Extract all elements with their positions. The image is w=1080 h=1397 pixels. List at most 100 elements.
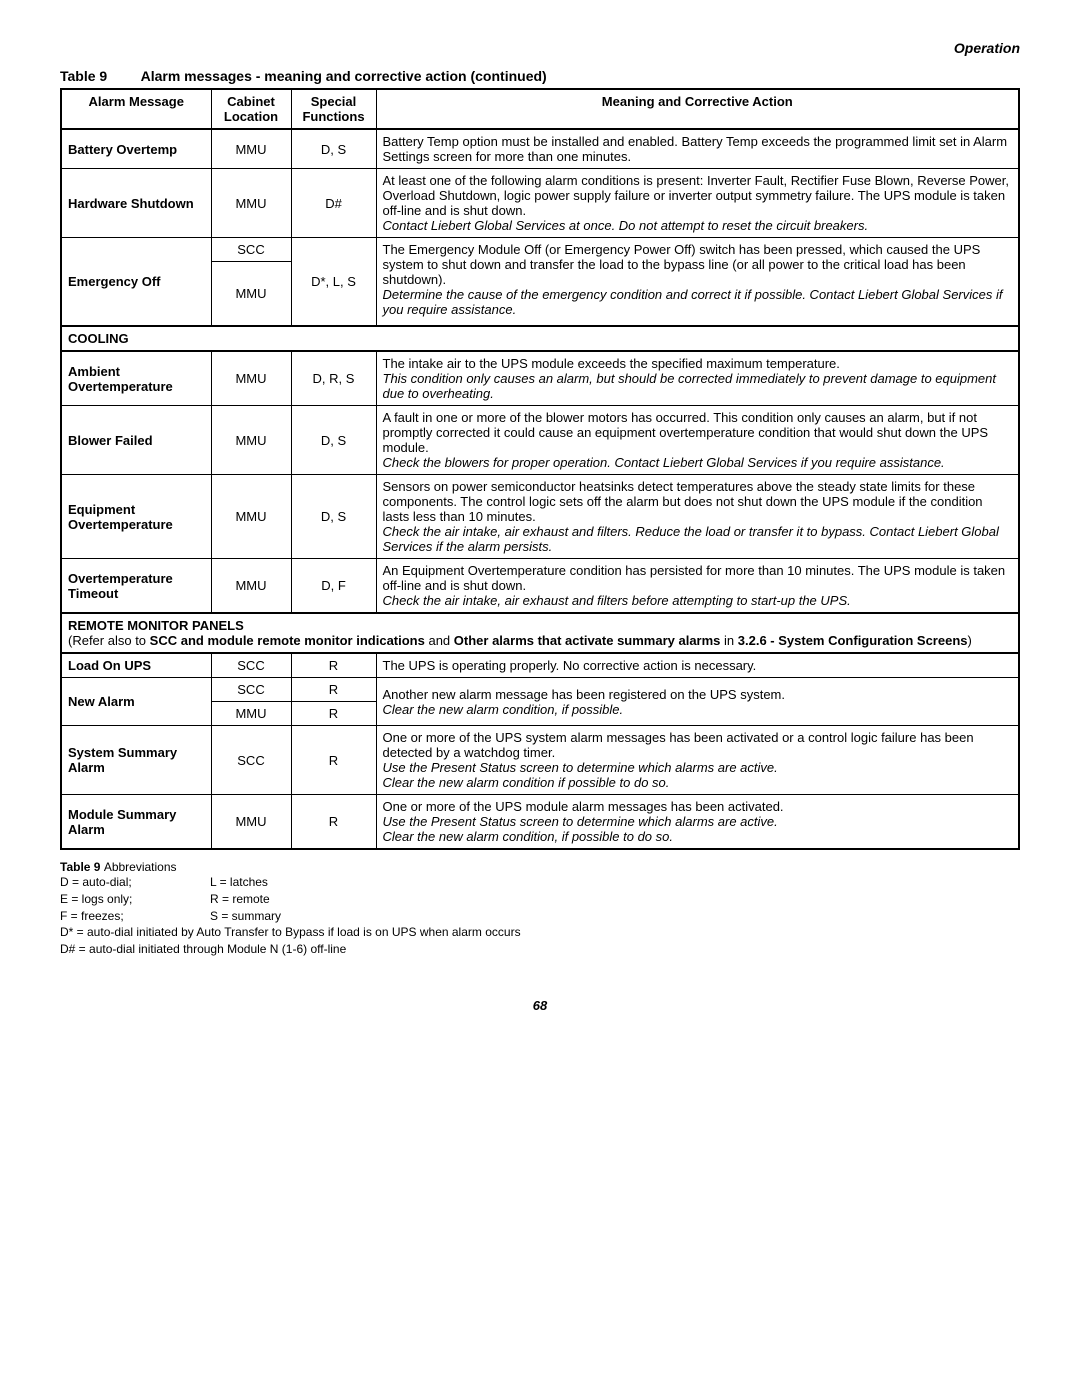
action-main: Sensors on power semiconductor heatsinks… xyxy=(383,479,983,524)
alarm-msg: Ambient Overtemperature xyxy=(61,351,211,406)
t: (Refer also to xyxy=(68,633,150,648)
t: and xyxy=(425,633,454,648)
cabinet-loc: SCC xyxy=(211,653,291,678)
action-cell: Another new alarm message has been regis… xyxy=(376,678,1019,726)
cabinet-loc: MMU xyxy=(211,129,291,169)
table-row: Battery Overtemp MMU D, S Battery Temp o… xyxy=(61,129,1019,169)
action-italic: Use the Present Status screen to determi… xyxy=(383,760,778,775)
special-func: R xyxy=(291,702,376,726)
cabinet-loc: MMU xyxy=(211,559,291,614)
alarm-msg: New Alarm xyxy=(61,678,211,726)
col-meaning-action: Meaning and Corrective Action xyxy=(376,89,1019,129)
action-italic: This condition only causes an alarm, but… xyxy=(383,371,997,401)
action-italic: Check the blowers for proper operation. … xyxy=(383,455,945,470)
alarm-msg: Blower Failed xyxy=(61,406,211,475)
table-row: System Summary Alarm SCC R One or more o… xyxy=(61,726,1019,795)
action-text: The UPS is operating properly. No correc… xyxy=(376,653,1019,678)
alarm-msg: Equipment Overtemperature xyxy=(61,475,211,559)
cabinet-loc: MMU xyxy=(211,475,291,559)
action-italic: Clear the new alarm condition if possibl… xyxy=(383,775,670,790)
page-number: 68 xyxy=(60,998,1020,1013)
special-func: D, R, S xyxy=(291,351,376,406)
t: SCC and module remote monitor indication… xyxy=(150,633,425,648)
alarm-msg: Hardware Shutdown xyxy=(61,169,211,238)
cabinet-loc: MMU xyxy=(211,351,291,406)
action-cell: One or more of the UPS module alarm mess… xyxy=(376,795,1019,850)
alarm-msg: Emergency Off xyxy=(61,238,211,327)
table-header-row: Alarm Message Cabinet Location Special F… xyxy=(61,89,1019,129)
remote-note: (Refer also to SCC and module remote mon… xyxy=(68,633,972,648)
action-main: One or more of the UPS module alarm mess… xyxy=(383,799,784,814)
action-main: The Emergency Module Off (or Emergency P… xyxy=(383,242,981,287)
action-text: Battery Temp option must be installed an… xyxy=(376,129,1019,169)
t: in xyxy=(720,633,737,648)
section-cooling: COOLING xyxy=(61,326,1019,351)
table-label: Table 9 xyxy=(60,68,107,84)
abbrev-dstar: D* = auto-dial initiated by Auto Transfe… xyxy=(60,924,1020,941)
special-func: D*, L, S xyxy=(291,238,376,327)
action-main: One or more of the UPS system alarm mess… xyxy=(383,730,974,760)
special-func: D# xyxy=(291,169,376,238)
col-alarm-message: Alarm Message xyxy=(61,89,211,129)
table-title-text: Alarm messages - meaning and corrective … xyxy=(141,68,547,84)
alarm-table: Alarm Message Cabinet Location Special F… xyxy=(60,88,1020,850)
alarm-msg: Module Summary Alarm xyxy=(61,795,211,850)
table-row: Load On UPS SCC R The UPS is operating p… xyxy=(61,653,1019,678)
table-caption: Table 9 Alarm messages - meaning and cor… xyxy=(60,68,1020,84)
table-row: Equipment Overtemperature MMU D, S Senso… xyxy=(61,475,1019,559)
action-italic: Use the Present Status screen to determi… xyxy=(383,814,778,829)
action-italic: Clear the new alarm condition, if possib… xyxy=(383,702,624,717)
action-italic: Contact Liebert Global Services at once.… xyxy=(383,218,869,233)
abbrev-e: E = logs only; xyxy=(60,891,210,908)
table-row: New Alarm SCC R Another new alarm messag… xyxy=(61,678,1019,702)
action-cell: A fault in one or more of the blower mot… xyxy=(376,406,1019,475)
cabinet-loc: MMU xyxy=(211,169,291,238)
action-cell: The Emergency Module Off (or Emergency P… xyxy=(376,238,1019,327)
section-header-row: REMOTE MONITOR PANELS (Refer also to SCC… xyxy=(61,613,1019,653)
abbrev-d: D = auto-dial; xyxy=(60,874,210,891)
action-cell: The intake air to the UPS module exceeds… xyxy=(376,351,1019,406)
special-func: R xyxy=(291,653,376,678)
abbrev-dhash: D# = auto-dial initiated through Module … xyxy=(60,941,1020,958)
action-main: At least one of the following alarm cond… xyxy=(383,173,1009,218)
cabinet-loc: SCC xyxy=(211,678,291,702)
t: 3.2.6 - System Configuration Screens xyxy=(738,633,968,648)
action-main: An Equipment Overtemperature condition h… xyxy=(383,563,1006,593)
section-header-row: COOLING xyxy=(61,326,1019,351)
action-cell: An Equipment Overtemperature condition h… xyxy=(376,559,1019,614)
alarm-msg: Battery Overtemp xyxy=(61,129,211,169)
abbrev-s: S = summary xyxy=(210,908,360,925)
special-func: D, F xyxy=(291,559,376,614)
table-row: Emergency Off SCC D*, L, S The Emergency… xyxy=(61,238,1019,262)
table-row: Blower Failed MMU D, S A fault in one or… xyxy=(61,406,1019,475)
alarm-msg: System Summary Alarm xyxy=(61,726,211,795)
col-cabinet-location: Cabinet Location xyxy=(211,89,291,129)
cabinet-loc: MMU xyxy=(211,702,291,726)
section-remote: REMOTE MONITOR PANELS (Refer also to SCC… xyxy=(61,613,1019,653)
action-italic: Check the air intake, air exhaust and fi… xyxy=(383,593,851,608)
abbrev-caption: Table 9 Abbreviations xyxy=(60,860,1020,874)
abbrev-notes: D* = auto-dial initiated by Auto Transfe… xyxy=(60,924,1020,958)
action-italic: Clear the new alarm condition, if possib… xyxy=(383,829,674,844)
cabinet-loc: SCC xyxy=(211,726,291,795)
special-func: R xyxy=(291,726,376,795)
abbreviation-grid: D = auto-dial; L = latches E = logs only… xyxy=(60,874,1020,924)
t: ) xyxy=(968,633,972,648)
action-cell: At least one of the following alarm cond… xyxy=(376,169,1019,238)
special-func: D, S xyxy=(291,129,376,169)
t: Other alarms that activate summary alarm… xyxy=(454,633,721,648)
action-cell: Sensors on power semiconductor heatsinks… xyxy=(376,475,1019,559)
table-row: Ambient Overtemperature MMU D, R, S The … xyxy=(61,351,1019,406)
abbrev-f: F = freezes; xyxy=(60,908,210,925)
table-row: Hardware Shutdown MMU D# At least one of… xyxy=(61,169,1019,238)
special-func: D, S xyxy=(291,406,376,475)
special-func: R xyxy=(291,795,376,850)
abbrev-l: L = latches xyxy=(210,874,360,891)
special-func: D, S xyxy=(291,475,376,559)
page-header-section: Operation xyxy=(60,40,1020,56)
action-main: The intake air to the UPS module exceeds… xyxy=(383,356,840,371)
table-row: Module Summary Alarm MMU R One or more o… xyxy=(61,795,1019,850)
cabinet-loc: MMU xyxy=(211,795,291,850)
special-func: R xyxy=(291,678,376,702)
action-main: Another new alarm message has been regis… xyxy=(383,687,786,702)
